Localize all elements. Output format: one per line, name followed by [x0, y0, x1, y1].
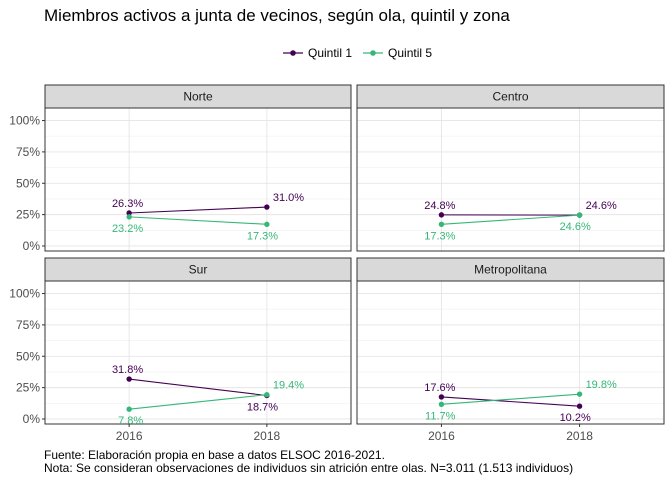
series-point-quintil-5: [126, 406, 132, 412]
series-line-quintil-5: [129, 394, 267, 410]
panel-strip-label: Centro: [492, 90, 528, 104]
y-tick-label: 100%: [9, 114, 40, 128]
panel-metropolitana: Metropolitana 2016 2018 17.6% 11.7% 19.8% 10.2…: [356, 257, 665, 443]
series-point-quintil-1: [438, 394, 445, 400]
series-point-quintil-5: [264, 391, 270, 398]
data-label-quintil-5: 17.3%: [424, 230, 455, 242]
x-tick-label: 2018: [566, 429, 593, 443]
data-label-quintil-1: 31.8%: [112, 364, 143, 376]
series-point-quintil-5: [438, 401, 445, 408]
series-line-quintil-5: [441, 214, 580, 225]
data-label-quintil-1: 24.8%: [424, 200, 455, 212]
series-point-quintil-5: [576, 391, 583, 397]
data-label-quintil-5: 17.3%: [247, 230, 278, 242]
legend-key-quintil-5: [363, 50, 384, 56]
panel-strip-label: Norte: [183, 90, 213, 104]
panel-background: [45, 281, 351, 424]
series-line-quintil-1: [129, 378, 267, 397]
y-tick-label: 0%: [23, 412, 41, 426]
y-tick-label: 50%: [16, 176, 40, 190]
panel-border: [44, 107, 352, 252]
panel-background: [357, 108, 664, 251]
panel-centro: Centro 24.8% 17.3% 24.6% 24.6%: [356, 84, 665, 252]
data-label-quintil-5: 19.4%: [273, 380, 304, 392]
x-tick-label: 2016: [116, 429, 143, 443]
data-label-quintil-1: 18.7%: [247, 402, 278, 414]
series-point-quintil-5: [576, 212, 583, 218]
data-label-quintil-5: 24.6%: [560, 221, 591, 233]
panel-strip-label: Sur: [189, 263, 208, 277]
y-tick-label: 50%: [16, 349, 40, 363]
series-line-quintil-5: [129, 216, 267, 225]
series-line-quintil-5: [441, 393, 580, 405]
legend-item-quintil-5: Quintil 5: [362, 46, 432, 60]
data-label-quintil-1: 26.3%: [112, 198, 143, 210]
legend-item-quintil-1: Quintil 1: [282, 46, 352, 60]
series-point-quintil-5: [264, 221, 270, 227]
caption-source: Fuente: Elaboración propia en base a dat…: [44, 448, 385, 462]
panel-background: [357, 281, 664, 424]
y-tick-label: 25%: [16, 208, 40, 222]
data-label-quintil-5: 11.7%: [425, 410, 456, 422]
panel-background: [45, 108, 351, 251]
panel-strip-label: Metropolitana: [474, 263, 547, 277]
data-label-quintil-5: 19.8%: [586, 379, 617, 391]
y-tick-label: 25%: [16, 381, 40, 395]
series-point-quintil-1: [126, 210, 132, 216]
data-label-quintil-1: 10.2%: [560, 412, 591, 424]
series-point-quintil-5: [438, 221, 445, 227]
y-tick-label: 75%: [16, 318, 40, 332]
chart-title: Miembros activos a junta de vecinos, seg…: [44, 6, 510, 25]
panel-border: [356, 107, 665, 252]
legend-label-quintil-5: Quintil 5: [388, 46, 433, 60]
y-tick-label: 0%: [23, 239, 41, 253]
data-label-quintil-1: 24.6%: [586, 200, 617, 212]
series-line-quintil-1: [129, 206, 267, 214]
data-label-quintil-5: 23.2%: [112, 223, 143, 235]
series-point-quintil-5: [126, 214, 132, 220]
series-point-quintil-1: [264, 204, 270, 210]
series-point-quintil-1: [438, 212, 445, 218]
legend-key-quintil-1: [283, 50, 303, 56]
x-tick-label: 2018: [253, 429, 280, 443]
panel-sur: Sur 0% 25% 50% 75% 100% 2016 2018 31.8% 7.8% 19.4%…: [9, 257, 352, 443]
legend-label-quintil-1: Quintil 1: [308, 46, 353, 60]
y-tick-label: 75%: [16, 145, 40, 159]
x-tick-label: 2016: [428, 429, 455, 443]
y-tick-label: 100%: [9, 287, 40, 301]
panel-norte: Norte 0% 25% 50% 75% 100% 26.3% 23.2% 31.0% 17.3%: [9, 84, 352, 253]
legend: Quintil 1 Quintil 5: [282, 44, 432, 62]
series-line-quintil-1: [441, 396, 580, 407]
panel-border: [44, 280, 352, 425]
data-label-quintil-5: 7.8%: [118, 415, 143, 427]
series-point-quintil-1: [126, 376, 132, 382]
data-label-quintil-1: 17.6%: [424, 382, 455, 394]
series-point-quintil-1: [576, 403, 583, 409]
data-label-quintil-1: 31.0%: [273, 192, 304, 204]
panel-border: [356, 280, 665, 425]
caption-note: Nota: Se consideran observaciones de ind…: [44, 461, 574, 475]
